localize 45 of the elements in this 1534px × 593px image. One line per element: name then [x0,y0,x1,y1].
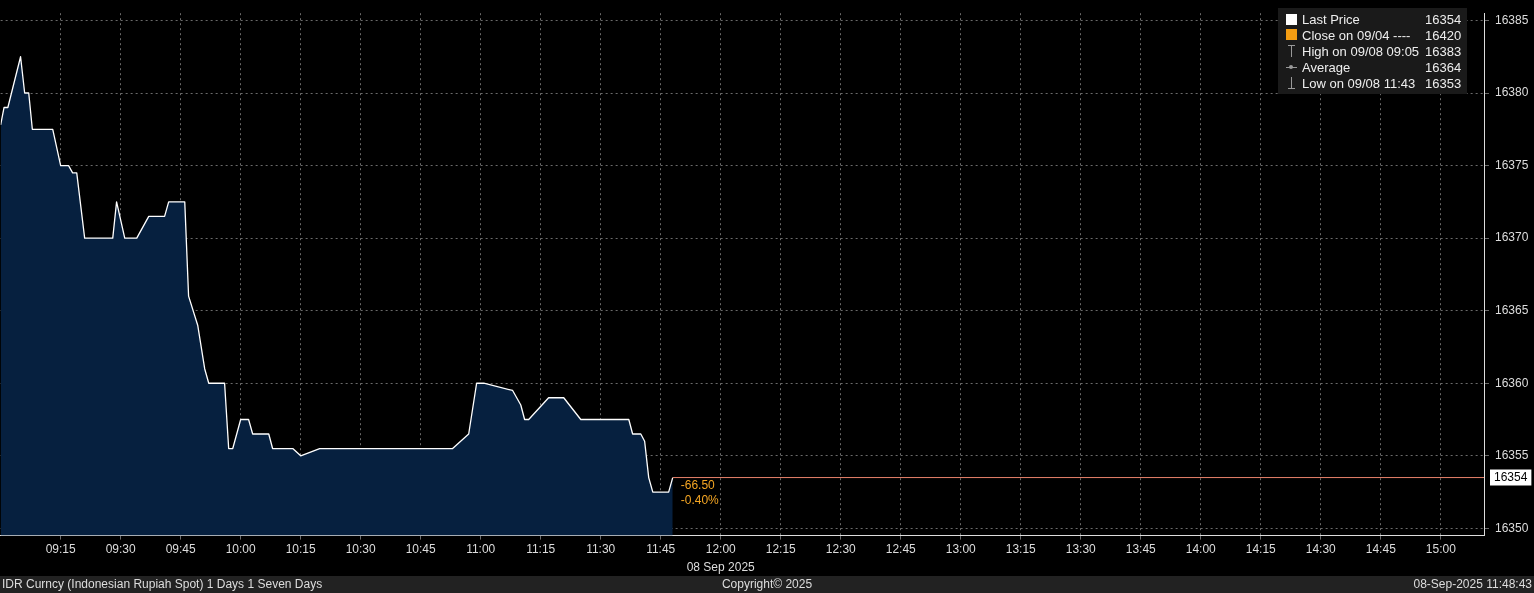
x-tick-label: 12:15 [765,542,797,557]
x-tick-label: 15:00 [1425,542,1457,557]
x-tick-label: 14:30 [1305,542,1337,557]
x-tick-label: 14:45 [1365,542,1397,557]
x-tick-label: 11:15 [526,542,556,557]
x-tick-label: 12:45 [885,542,917,557]
x-tick-label: 09:45 [165,542,197,557]
y-tick-label: 16370 [1495,230,1529,245]
text: Copyright© 2025 [721,577,813,591]
x-tick-label: 10:00 [225,542,257,557]
legend-label: Last Price [1302,11,1361,27]
x-tick-label: 12:30 [825,542,857,557]
x-tick-label: 10:30 [345,542,377,557]
annotation: Close on 09/04 ---- 16420 [1302,27,1462,43]
x-tick-label: 09:15 [45,542,76,557]
x-tick-label: 14:15 [1245,542,1277,557]
x-tick-label: 12:00 [705,542,737,557]
y-tick-label: 16365 [1495,302,1529,317]
x-tick-label: 13:00 [945,542,977,557]
x-tick-label: 13:30 [1065,542,1097,557]
text: Average 16364 [1302,59,1462,75]
annotation: -66.50 [680,477,716,492]
annotation: -0.40% [680,492,720,507]
ref-line-label: 16354 [1494,469,1528,484]
x-tick-label: 11:00 [466,542,496,557]
annotation: 16354 [1425,11,1462,27]
y-tick-label: 16350 [1495,520,1529,535]
y-tick-label: 16360 [1495,375,1529,390]
text: IDR Curncy (Indonesian Rupiah Spot) 1 Days 1 Seven Days [2,577,323,591]
x-tick-label: 13:45 [1125,542,1157,557]
text: 08-Sep-2025 11:48:43 [1413,577,1532,591]
text: 08 Sep 2025 [686,560,755,574]
y-tick-label: 16375 [1495,157,1529,172]
x-tick-label: 14:00 [1185,542,1217,557]
annotation: High on 09/08 09:05 16383 [1302,43,1462,59]
y-tick-label: 16385 [1495,12,1529,27]
x-tick-label: 10:45 [405,542,437,557]
x-tick-label: 10:15 [285,542,317,557]
y-tick-label: 16355 [1495,448,1529,463]
x-tick-label: 11:45 [646,542,676,557]
x-tick-label: 11:30 [586,542,616,557]
x-tick-label: 13:15 [1005,542,1037,557]
y-tick-label: 16380 [1495,85,1529,100]
annotation: Low on 09/08 11:43 16353 [1302,75,1462,91]
x-tick-label: 09:30 [105,542,136,557]
